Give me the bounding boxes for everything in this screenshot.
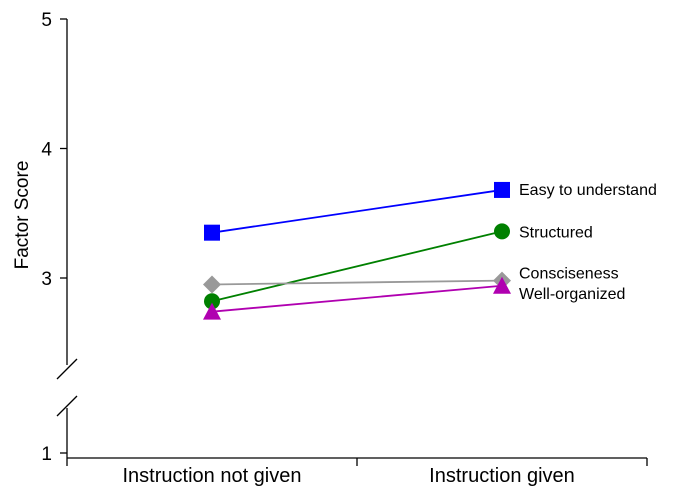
data-point: [494, 223, 510, 240]
axis-break-mark-bottom: [56, 395, 78, 417]
series-label: Structured: [519, 224, 593, 241]
x-tick-label: Instruction given: [429, 465, 575, 487]
y-axis-ticks: 1 3 4 5: [41, 10, 67, 465]
series-label: Consciseness: [519, 266, 619, 283]
series-structured: Structured: [204, 223, 593, 310]
x-axis-ticks: Instruction not given Instruction given: [66, 458, 648, 487]
axis-break-mark-top: [56, 358, 78, 380]
x-tick-label: Instruction not given: [123, 465, 302, 487]
y-tick-label: 1: [41, 444, 52, 465]
series-easy-to-understand: Easy to understand: [204, 181, 657, 241]
y-tick-label: 4: [41, 140, 52, 161]
data-point: [493, 276, 511, 294]
series-line: [211, 279, 503, 286]
data-point: [204, 293, 220, 310]
series-label: Well-organized: [519, 286, 625, 303]
series-label: Easy to understand: [519, 182, 657, 199]
data-point: [494, 181, 510, 198]
series-well-organized: Well-organized: [203, 276, 625, 320]
y-tick-label: 5: [41, 10, 52, 31]
series-consciseness: Consciseness: [203, 266, 619, 294]
y-tick-label: 3: [41, 269, 52, 290]
series: Easy to understand Structured Consciseness…: [203, 181, 657, 320]
data-point: [203, 302, 221, 320]
series-line: [211, 230, 503, 303]
data-point: [203, 275, 221, 294]
y-axis-title: Factor Score: [12, 161, 33, 270]
series-line: [211, 284, 503, 313]
series-line: [211, 189, 503, 234]
data-point: [204, 224, 220, 241]
